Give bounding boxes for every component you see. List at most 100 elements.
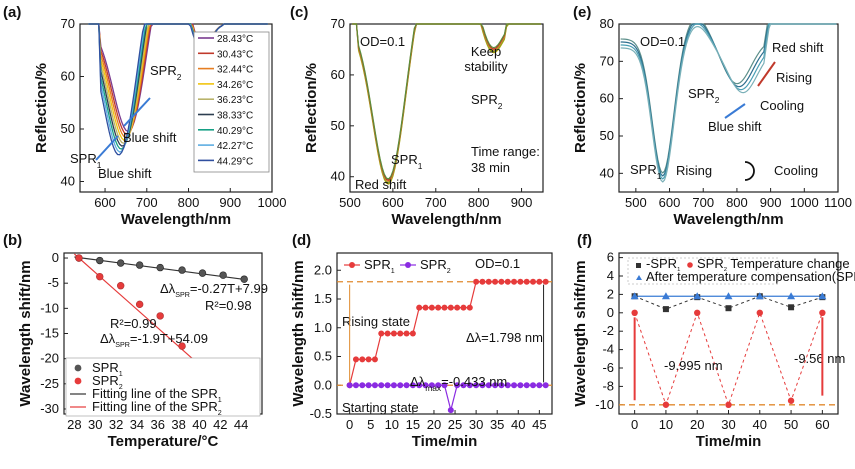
annotation-od-e: OD=0.1 [640,34,685,49]
data-point [447,407,454,414]
equation-spr1: ΔλSPR=-0.27T+7.99 [160,281,268,299]
data-point [530,278,537,285]
y-tick-label-e: 60 [600,91,614,106]
annotation-blue-shift-a: Blue shift [123,130,177,145]
data-point [725,401,732,408]
x-tick-label-e: 900 [760,195,782,210]
x-axis-title-b: Temperature/°C [108,433,219,450]
data-point [454,304,461,311]
x-tick-label-b: 38 [171,417,185,432]
data-point [542,382,549,389]
annotation-delta-lambda-max: Δλmax=-0.433 nm [410,374,507,393]
data-point [371,382,378,389]
data-point [346,382,353,389]
y-tick-label-f: 2 [607,286,614,301]
data-point [397,330,404,337]
equation-spr2: ΔλSPR=-1.9T+54.09 [100,331,208,349]
data-point [178,342,186,350]
y-tick-label-b: -15 [40,326,59,341]
data-point [96,272,104,281]
data-point [96,256,104,265]
x-tick-label-d: 35 [490,417,504,432]
data-point [755,292,764,300]
y-tick-label-d: -0.5 [310,406,332,421]
y-tick-label-d: 1.5 [314,291,332,306]
data-point [479,382,486,389]
y-tick-label-e: 80 [600,16,614,31]
x-tick-label-b: 36 [151,417,165,432]
x-tick-label-d: 20 [427,417,441,432]
annotation-cooling-legend-e: Cooling [774,163,818,178]
legend-marker [405,262,411,268]
x-tick-label-b: 42 [213,417,227,432]
y-tick-label-c: 60 [331,67,345,82]
data-point [359,382,366,389]
x-tick-label-f: 20 [690,417,704,432]
y-tick-label-c: 40 [331,169,345,184]
panel-label-f: (f) [577,232,592,249]
data-point [725,305,732,312]
x-axis-title-a: Wavelength/nm [121,211,231,228]
data-point [756,309,763,316]
data-point [694,309,701,316]
data-point [498,278,505,285]
annotation-time-range-c: Time range: [471,144,540,159]
x-tick-label-a: 700 [136,195,158,210]
x-axis-title-d: Time/min [412,433,478,450]
annotation-blue-shift-a2: Blue shift [98,166,152,181]
data-point [428,382,435,389]
data-point [416,304,423,311]
data-point [504,382,511,389]
legend-box-a [193,31,270,173]
data-point [403,382,410,389]
x-tick-label-c: 700 [425,195,447,210]
y-tick-label-b: -30 [40,401,59,416]
x-tick-label-d: 5 [367,417,374,432]
legend-marker [636,275,642,280]
data-point [116,282,125,290]
data-point [219,271,227,279]
legend-entry: SPR2 [420,257,451,275]
y-tick-label-d: 2.0 [314,262,332,277]
y-tick-label-c: 50 [331,118,345,133]
annotation-rising-state: Rising state [342,314,410,329]
y-tick-label-a: 70 [61,16,75,31]
x-tick-label-b: 40 [192,417,206,432]
data-point [492,278,499,285]
annotation-rising-legend-e: Rising [676,163,712,178]
data-point [473,382,480,389]
data-point [384,330,391,337]
data-point [454,382,461,389]
data-point [504,278,511,285]
legend-entry: 38.33°C [217,111,253,122]
x-axis-title-f: Time/min [696,433,762,450]
annotation-starting-state: Starting state [342,400,419,415]
data-point [352,356,359,363]
data-point [631,309,638,316]
data-point [409,382,416,389]
annotation-spr1-c: SPR1 [391,152,423,171]
legend-marker [687,262,693,268]
y-axis-title-b: Wavelength shift/nm [17,260,34,406]
data-point [523,382,530,389]
series-line [88,23,268,156]
annotation-f1: -9.995 nm [664,358,723,373]
legend-marker [636,263,641,268]
legend-entry: 36.23°C [217,95,253,106]
x-tick-label-b: 28 [67,417,81,432]
x-tick-label-d: 30 [469,417,483,432]
data-point [473,278,480,285]
y-tick-label-e: 70 [600,53,614,68]
data-point [630,292,639,300]
y-tick-label-f: 6 [607,250,614,265]
x-tick-label-e: 1000 [790,195,819,210]
data-point [517,278,524,285]
y-axis-title-d: Wavelength shift/nm [290,260,307,406]
y-tick-label-d: 1.0 [314,320,332,335]
legend-entry: Fitting line of the SPR1 [92,386,222,404]
data-point [542,278,549,285]
data-point [352,382,359,389]
x-axis-title-e: Wavelength/nm [673,211,783,228]
annotation-red-shift-e: Red shift [772,40,824,55]
legend-entry: 28.43°C [217,34,253,45]
